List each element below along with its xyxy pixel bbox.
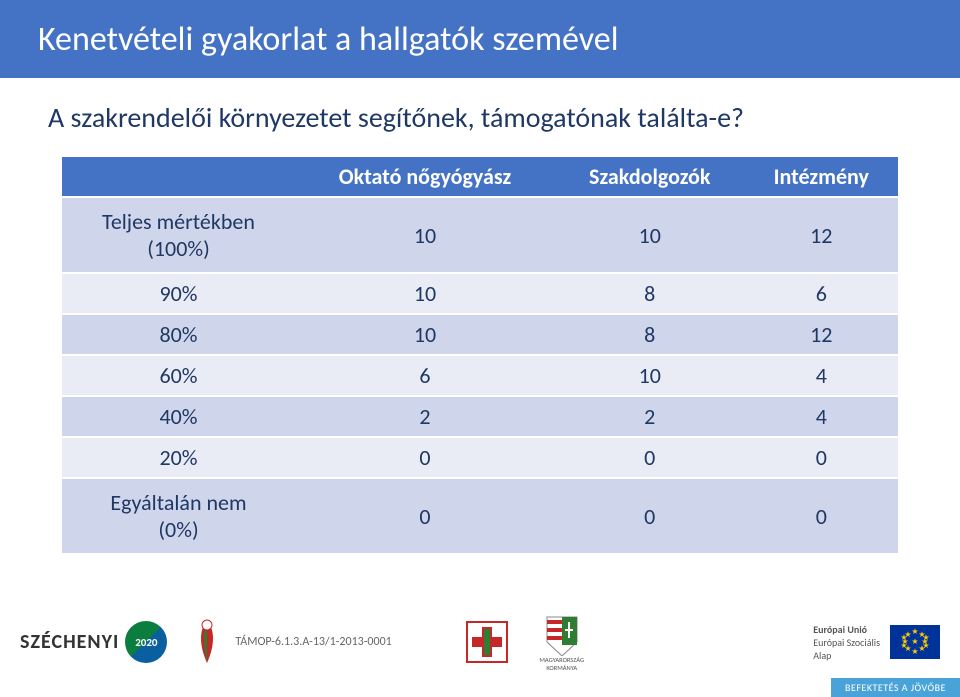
hungary-coat-of-arms: MAGYARORSZÁG KORMÁNYA [532,612,592,672]
row-label: 40% [62,396,295,437]
eu-line1: Európai Unió [813,623,880,636]
eu-flag-icon [890,625,940,659]
row-label: Teljes mértékben(100%) [62,197,295,273]
row-label: 20% [62,437,295,478]
eu-text: Európai Unió Európai Szociális Alap [813,623,880,662]
cell: 12 [745,314,898,355]
ribbon-icon [187,615,227,670]
cell: 8 [555,314,745,355]
eu-line3: Alap [813,649,880,662]
cell: 10 [555,355,745,396]
table-row: 40% 2 2 4 [62,396,898,437]
cell: 6 [295,355,555,396]
magyarorszag-text: MAGYARORSZÁG KORMÁNYA [532,656,592,672]
data-table: Oktató nőgyógyász Szakdolgozók Intézmény… [62,157,898,555]
page-title: Kenetvételi gyakorlat a hallgatók szemév… [38,19,619,60]
table-row: Teljes mértékben(100%) 10 10 12 [62,197,898,273]
cell: 4 [745,355,898,396]
cell: 4 [745,396,898,437]
befektetes-badge: BEFEKTETÉS A JÖVŐBE [831,678,960,697]
cell: 0 [555,437,745,478]
szechenyi-text: SZÉCHENYI [20,630,119,654]
page-subtitle: A szakrendelői környezetet segítőnek, tá… [0,78,960,135]
cell: 10 [295,273,555,314]
row-label: 80% [62,314,295,355]
cell: 8 [555,273,745,314]
tamop-code: TÁMOP-6.1.3.A-13/1-2013-0001 [235,635,391,649]
table-row: 80% 10 8 12 [62,314,898,355]
table-row: Egyáltalán nem(0%) 0 0 0 [62,478,898,554]
data-table-container: Oktató nőgyógyász Szakdolgozók Intézmény… [0,135,960,555]
col-header-intezmeny: Intézmény [745,157,898,197]
table-row: 20% 0 0 0 [62,437,898,478]
table-header-row: Oktató nőgyógyász Szakdolgozók Intézmény [62,157,898,197]
szechenyi-year-icon: 2020 [125,621,167,663]
cell: 12 [745,197,898,273]
cell: 2 [555,396,745,437]
cell: 10 [295,314,555,355]
eu-line2: Európai Szociális [813,636,880,649]
cell: 10 [295,197,555,273]
cell: 0 [295,478,555,554]
row-label: Egyáltalán nem(0%) [62,478,295,554]
cell: 0 [745,478,898,554]
cell: 0 [745,437,898,478]
cell: 6 [745,273,898,314]
row-label: 60% [62,355,295,396]
col-header-blank [62,157,295,197]
cell: 10 [555,197,745,273]
row-label: 90% [62,273,295,314]
table-row: 90% 10 8 6 [62,273,898,314]
col-header-oktato: Oktató nőgyógyász [295,157,555,197]
col-header-szakdolgozok: Szakdolgozók [555,157,745,197]
table-row: 60% 6 10 4 [62,355,898,396]
coat-of-arms-icon [542,612,582,656]
footer-logos: SZÉCHENYI 2020 TÁMOP-6.1.3.A-13/1-2013-0… [0,587,960,697]
szechenyi-logo: SZÉCHENYI 2020 [20,621,167,663]
eu-logo-block: Európai Unió Európai Szociális Alap [813,623,940,662]
red-cross-icon [462,617,512,667]
cell: 0 [295,437,555,478]
cell: 0 [555,478,745,554]
cell: 2 [295,396,555,437]
header-bar: Kenetvételi gyakorlat a hallgatók szemév… [0,0,960,78]
